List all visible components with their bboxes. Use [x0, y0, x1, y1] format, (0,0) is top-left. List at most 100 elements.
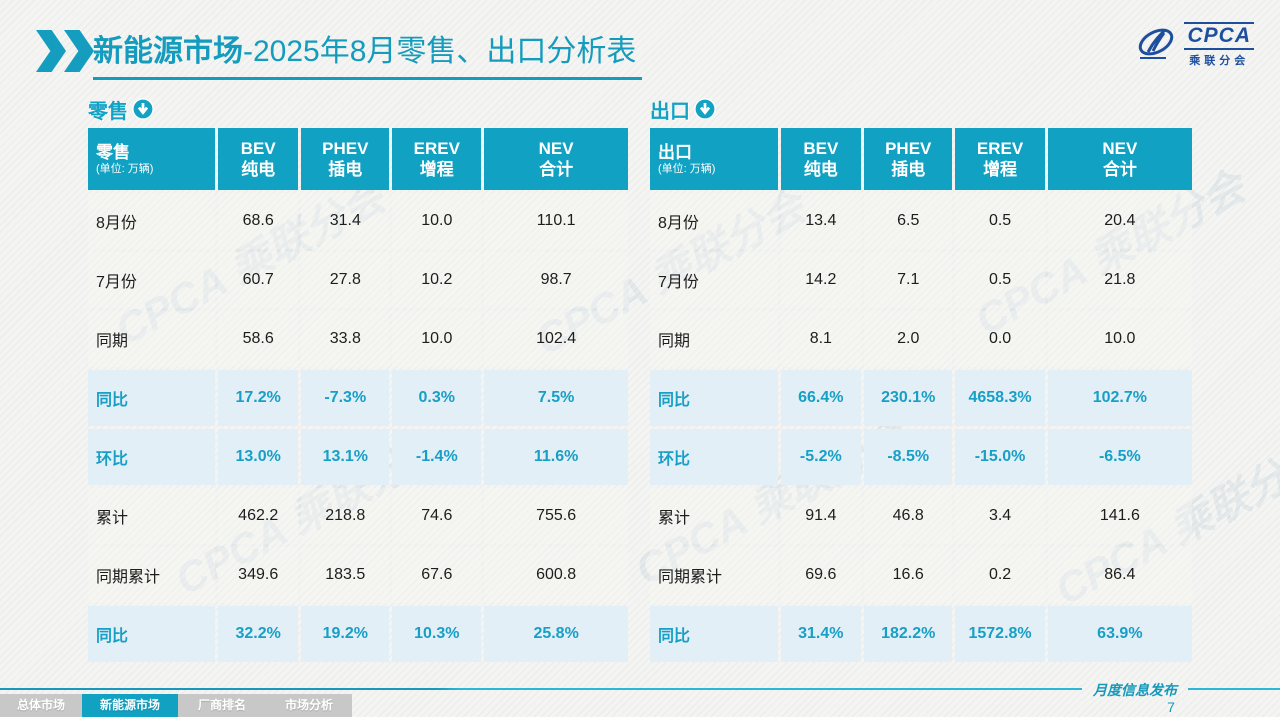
value-cell: 11.6% — [484, 429, 628, 485]
table-corner-unit: (单位: 万辆) — [96, 162, 154, 175]
value-cell: 7.1 — [864, 252, 953, 308]
cpca-logo-name: 乘联分会 — [1189, 55, 1250, 68]
footer-note: 月度信息发布 — [1082, 680, 1188, 700]
value-cell: 33.8 — [301, 311, 390, 367]
column-header-en: EREV — [413, 138, 460, 158]
value-cell: 27.8 — [301, 252, 390, 308]
value-cell: 69.6 — [780, 547, 862, 603]
cpca-logo: CPCA 乘联分会 — [1134, 22, 1254, 68]
value-cell: 0.5 — [955, 193, 1045, 249]
column-header-cn: 纯电 — [803, 160, 838, 179]
value-cell: 110.1 — [484, 193, 628, 249]
column-header-en: NEV — [1102, 138, 1138, 158]
table-corner-unit: (单位: 万辆) — [658, 162, 716, 175]
value-cell: 0.3% — [392, 370, 482, 426]
column-header-en: PHEV — [885, 138, 932, 158]
row-label: 同比 — [650, 370, 778, 426]
column-header: BEV 纯电 — [218, 128, 299, 190]
value-cell: -6.5% — [1047, 429, 1192, 485]
row-label: 8月份 — [650, 193, 778, 249]
retail-table: 零售 (单位: 万辆) BEV 纯电 PHEV 插电 EREV 增程 NEV 合计 8月份 68.6 3… — [88, 128, 628, 662]
nav-tab-3[interactable]: 厂商排名 — [197, 698, 246, 712]
column-header-cn: 增程 — [983, 160, 1018, 179]
value-cell: -5.2% — [780, 429, 862, 485]
value-cell: 600.8 — [484, 547, 628, 603]
value-cell: 31.4 — [301, 193, 390, 249]
column-header-en: BEV — [803, 138, 839, 158]
value-cell: -7.3% — [301, 370, 390, 426]
nav-tab-4[interactable]: 市场分析 — [284, 698, 333, 712]
value-cell: 6.5 — [864, 193, 953, 249]
page-number: 7 — [1167, 699, 1175, 715]
bottom-nav-tabbar: 总体市场 新能源市场 厂商排名 市场分析 — [0, 694, 352, 717]
value-cell: 13.4 — [780, 193, 862, 249]
value-cell: 91.4 — [780, 488, 862, 544]
export-table: 出口 (单位: 万辆) BEV 纯电 PHEV 插电 EREV 增程 NEV 合计 8月份 13.4 6… — [650, 128, 1192, 662]
value-cell: 46.8 — [864, 488, 953, 544]
value-cell: 14.2 — [780, 252, 862, 308]
value-cell: 68.6 — [218, 193, 299, 249]
value-cell: 74.6 — [392, 488, 482, 544]
value-cell: -1.4% — [392, 429, 482, 485]
value-cell: 102.4 — [484, 311, 628, 367]
value-cell: 349.6 — [218, 547, 299, 603]
value-cell: 462.2 — [218, 488, 299, 544]
value-cell: 3.4 — [955, 488, 1045, 544]
value-cell: 230.1% — [864, 370, 953, 426]
value-cell: 66.4% — [780, 370, 862, 426]
table-corner-cell: 零售 (单位: 万辆) — [88, 128, 216, 190]
value-cell: 13.1% — [301, 429, 390, 485]
page-title: 新能源市场-2025年8月零售、出口分析表 — [93, 26, 643, 80]
value-cell: 10.3% — [392, 606, 482, 662]
value-cell: 67.6 — [392, 547, 482, 603]
value-cell: 0.2 — [955, 547, 1045, 603]
value-cell: 0.0 — [955, 311, 1045, 367]
column-header: PHEV 插电 — [864, 128, 953, 190]
column-header-cn: 合计 — [539, 160, 574, 179]
value-cell: 141.6 — [1047, 488, 1192, 544]
row-label: 同比 — [650, 606, 778, 662]
column-header: PHEV 插电 — [301, 128, 390, 190]
value-cell: 13.0% — [218, 429, 299, 485]
table-corner-cell: 出口 (单位: 万辆) — [650, 128, 778, 190]
value-cell: 7.5% — [484, 370, 628, 426]
column-header-en: PHEV — [322, 138, 369, 158]
column-header-cn: 合计 — [1102, 160, 1137, 179]
value-cell: 16.6 — [864, 547, 953, 603]
nav-tab-1[interactable]: 总体市场 — [16, 698, 65, 712]
value-cell: 20.4 — [1047, 193, 1192, 249]
row-label: 同期累计 — [88, 547, 216, 603]
down-arrow-circle-icon — [132, 98, 154, 120]
value-cell: 19.2% — [301, 606, 390, 662]
value-cell: 10.0 — [1047, 311, 1192, 367]
title-chevron-icon — [36, 30, 94, 72]
column-header-cn: 插电 — [328, 160, 363, 179]
down-arrow-circle-icon — [694, 98, 716, 120]
value-cell: 8.1 — [780, 311, 862, 367]
column-header-cn: 增程 — [419, 160, 454, 179]
page-title-secondary: -2025年8月零售、出口分析表 — [243, 35, 637, 68]
value-cell: 86.4 — [1047, 547, 1192, 603]
row-label: 累计 — [88, 488, 216, 544]
retail-section-label: 零售 — [88, 100, 128, 123]
value-cell: 1572.8% — [955, 606, 1045, 662]
value-cell: 755.6 — [484, 488, 628, 544]
row-label: 7月份 — [650, 252, 778, 308]
row-label: 同期 — [650, 311, 778, 367]
value-cell: 4658.3% — [955, 370, 1045, 426]
value-cell: 63.9% — [1047, 606, 1192, 662]
row-label: 7月份 — [88, 252, 216, 308]
row-label: 环比 — [650, 429, 778, 485]
row-label: 同比 — [88, 606, 216, 662]
value-cell: 17.2% — [218, 370, 299, 426]
value-cell: 182.2% — [864, 606, 953, 662]
value-cell: 2.0 — [864, 311, 953, 367]
nav-tab-2[interactable]: 新能源市场 — [82, 694, 178, 717]
row-label: 同期累计 — [650, 547, 778, 603]
retail-table-block: 零售 零售 (单位: 万辆) BEV 纯电 PHEV 插电 EREV 增程 NEV 合计 8月份 68… — [88, 96, 628, 662]
value-cell: 31.4% — [780, 606, 862, 662]
row-label: 同期 — [88, 311, 216, 367]
value-cell: -8.5% — [864, 429, 953, 485]
value-cell: 60.7 — [218, 252, 299, 308]
table-corner-title: 出口 — [658, 142, 692, 162]
